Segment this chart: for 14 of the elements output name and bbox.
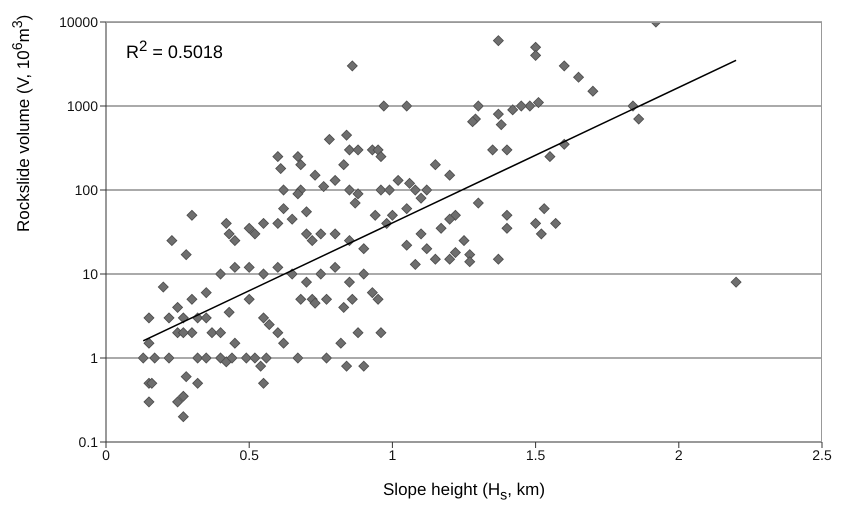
x-tick-label: 1.5: [526, 446, 546, 463]
x-axis-title: Slope height (H$_{s}$, km): [382, 480, 546, 504]
annotation: R$^{2}$ = 0.5018: [126, 38, 223, 63]
y-tick-label: 1: [90, 350, 98, 366]
x-tick-label: 1: [388, 446, 396, 463]
x-tick-label: 2: [674, 446, 683, 463]
y-tick-label: 1000: [66, 98, 98, 114]
y-tick-label: 0.1: [78, 434, 98, 450]
x-tick-label: 2.5: [812, 446, 832, 463]
x-tick-label: 0: [102, 446, 110, 463]
y-tick-label: 100: [74, 182, 98, 198]
y-tick-label: 10: [82, 266, 98, 282]
x-tick-label: 0.5: [239, 446, 260, 463]
y-tick-label: 10000: [59, 14, 98, 30]
